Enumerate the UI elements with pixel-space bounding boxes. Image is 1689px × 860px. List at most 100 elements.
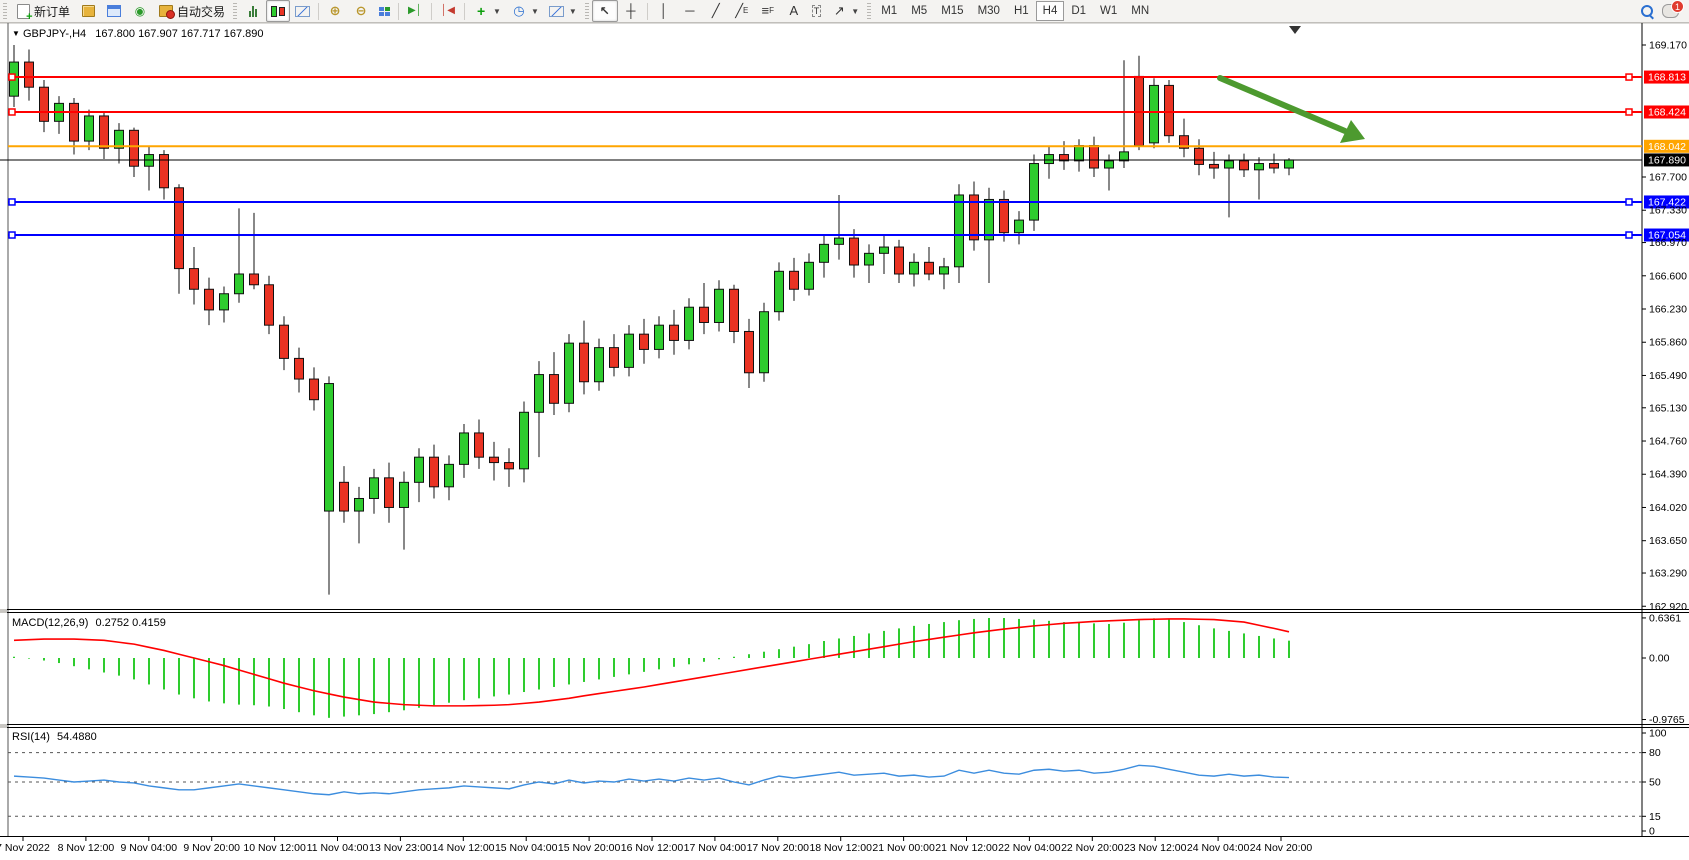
time-tick-label: 9 Nov 04:00	[120, 842, 177, 854]
candle	[339, 481, 349, 512]
vertical-line-icon: │	[659, 3, 668, 18]
text-icon: A	[789, 3, 799, 18]
time-tick-label: 7 Nov 2022	[0, 842, 50, 854]
symbol-dropdown-icon[interactable]: ▼	[12, 29, 20, 38]
candle	[1044, 154, 1054, 165]
rsi-axis-label: 0	[1649, 826, 1655, 838]
horizontal-line-button[interactable]: ─	[677, 0, 703, 22]
candle	[714, 288, 724, 323]
timeframe-m1[interactable]: M1	[881, 5, 898, 17]
data-window-button[interactable]	[101, 0, 127, 22]
trend-arrow-head[interactable]	[1340, 120, 1365, 143]
zoom-in-icon: ⊕	[329, 3, 341, 18]
cursor-icon: ↖	[599, 4, 610, 18]
autotrading-button[interactable]: 自动交易	[153, 0, 230, 22]
cursor-button[interactable]: ↖	[591, 0, 618, 22]
timeframe-d1[interactable]: D1	[1071, 5, 1087, 17]
price-level-badge-text: 168.813	[1648, 72, 1686, 84]
time-tick-label: 16 Nov 12:00	[621, 842, 684, 854]
rsi-axis-label: 15	[1649, 811, 1661, 823]
line-chart-button[interactable]	[290, 0, 315, 22]
timeframe-w1[interactable]: W1	[1100, 5, 1118, 17]
timeframe-m30[interactable]: M30	[977, 5, 1000, 17]
toolbar-grip[interactable]	[3, 3, 7, 19]
chevron-down-icon: ▼	[851, 6, 860, 16]
arrows-button[interactable]: ↗ ▼	[826, 0, 864, 22]
candle	[1104, 160, 1114, 169]
line-handle[interactable]	[8, 231, 16, 239]
time-tick-label: 17 Nov 04:00	[684, 842, 747, 854]
vertical-line-button[interactable]: │	[651, 0, 677, 22]
tile-windows-button[interactable]	[374, 0, 395, 22]
periods-button[interactable]: ◷ ▼	[506, 0, 544, 22]
bar-chart-button[interactable]	[240, 0, 266, 22]
price-tick-label: 167.330	[1649, 205, 1687, 217]
candle	[234, 273, 244, 295]
add-indicator-button[interactable]: + ▼	[468, 0, 506, 22]
new-order-button[interactable]: + 新订单	[10, 0, 75, 22]
candle	[114, 129, 124, 149]
candle	[159, 154, 169, 189]
text-label-button[interactable]: T	[807, 0, 827, 22]
toolbar-grip[interactable]	[233, 3, 238, 19]
separator-grip[interactable]	[0, 724, 7, 728]
candle	[954, 194, 964, 268]
timeframe-h4[interactable]: H4	[1035, 1, 1065, 21]
chart-canvas[interactable]: 168.813 168.424 168.042 167.422 167.054 167.8…	[0, 22, 1689, 860]
rsi-line	[13, 764, 1290, 796]
chart-shift-button[interactable]: │◀	[435, 0, 461, 22]
candle	[129, 129, 139, 167]
add-indicator-icon: +	[476, 3, 486, 19]
price-tick-label: 164.760	[1649, 436, 1687, 448]
chart-shift-icon: │◀	[441, 5, 455, 16]
candle	[744, 330, 754, 374]
separator-grip[interactable]	[0, 609, 7, 613]
crosshair-button[interactable]: ┼	[618, 0, 644, 22]
candle	[1194, 147, 1204, 165]
line-handle[interactable]	[8, 73, 16, 81]
candle	[1209, 163, 1219, 169]
auto-scroll-button[interactable]: ▶│	[402, 0, 428, 22]
toolbar-grip[interactable]	[867, 3, 872, 19]
timeframe-m15[interactable]: M15	[941, 5, 964, 17]
line-handle[interactable]	[1625, 108, 1633, 116]
templates-button[interactable]: ▼	[544, 0, 582, 22]
search-icon[interactable]	[1640, 4, 1654, 20]
trendline-button[interactable]: ╱	[703, 0, 729, 22]
zoom-out-button[interactable]: ⊖	[348, 0, 374, 22]
signals-button[interactable]: ◉	[127, 0, 153, 22]
timeframe-h1[interactable]: H1	[1013, 5, 1029, 17]
zoom-in-button[interactable]: ⊕	[322, 0, 348, 22]
line-handle[interactable]	[1625, 231, 1633, 239]
candlestick-chart-button[interactable]	[266, 0, 291, 22]
price-level-badge	[1644, 195, 1689, 209]
notifications-icon[interactable]: 1	[1662, 0, 1684, 18]
symbol-period-label: GBPJPY-,H4	[22, 28, 87, 40]
candle	[384, 477, 394, 508]
candle	[1014, 219, 1024, 234]
channel-button[interactable]: ╱ E	[729, 0, 755, 22]
candle	[399, 481, 409, 508]
toolbar-grip[interactable]	[584, 3, 589, 19]
candle	[549, 374, 559, 404]
rsi-axis-label: 80	[1649, 747, 1661, 759]
trend-arrow[interactable]	[1217, 75, 1348, 134]
candle	[489, 456, 499, 464]
line-handle[interactable]	[1625, 73, 1633, 81]
timeframe-mn[interactable]: MN	[1131, 5, 1150, 17]
fibonacci-button[interactable]: ≡ F	[755, 0, 781, 22]
timeframe-m5[interactable]: M5	[911, 5, 928, 17]
line-handle[interactable]	[1625, 198, 1633, 206]
time-tick-label: 24 Nov 04:00	[1187, 842, 1250, 854]
line-handle[interactable]	[8, 108, 16, 116]
market-watch-button[interactable]	[75, 0, 101, 22]
zoom-out-icon: ⊖	[355, 3, 367, 18]
text-button[interactable]: A	[781, 0, 807, 22]
time-tick-label: 9 Nov 20:00	[183, 842, 240, 854]
chart-shift-marker[interactable]	[1289, 26, 1301, 34]
autotrading-icon	[158, 3, 176, 19]
line-handle[interactable]	[8, 198, 16, 206]
rsi-label: RSI(14) 54.4880	[12, 731, 97, 743]
time-tick-label: 21 Nov 00:00	[872, 842, 935, 854]
price-level-badge	[1644, 70, 1689, 84]
